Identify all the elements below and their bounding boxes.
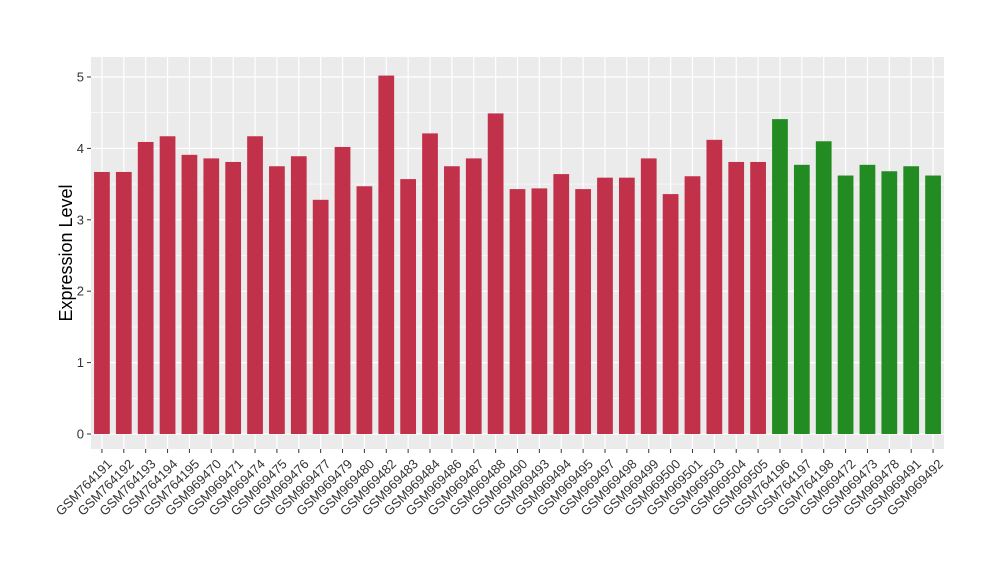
bar-GSM764197 (793, 164, 810, 434)
bar-GSM764198 (815, 141, 832, 434)
bar-GSM969491 (903, 166, 920, 434)
y-axis: 0 1 2 3 4 5 (77, 70, 91, 442)
bar-GSM969499 (640, 158, 657, 434)
bar-GSM764192 (115, 171, 132, 434)
bar-GSM764196 (772, 119, 788, 434)
bar-GSM969470 (203, 158, 220, 434)
y-tick-label: 0 (77, 427, 84, 442)
bar-GSM969503 (706, 139, 723, 434)
bar-GSM969500 (662, 194, 679, 434)
y-tick-label: 4 (77, 141, 84, 156)
bar-GSM969482 (378, 75, 395, 435)
bar-GSM969471 (225, 161, 242, 434)
bar-GSM969497 (597, 177, 613, 434)
y-tick-label: 5 (77, 70, 84, 85)
bar-GSM969484 (422, 133, 438, 434)
bar-GSM969480 (356, 186, 373, 434)
y-tick-label: 1 (77, 355, 84, 370)
bar-GSM969504 (728, 161, 745, 434)
bar-GSM969493 (531, 188, 548, 434)
bar-GSM969492 (925, 175, 941, 435)
bar-GSM969494 (553, 174, 570, 434)
bar-GSM969483 (400, 179, 417, 434)
bar-GSM969488 (487, 113, 504, 434)
bar-GSM969472 (837, 175, 854, 435)
bar-GSM969501 (684, 176, 701, 434)
bar-GSM969473 (859, 164, 876, 434)
bar-GSM764194 (159, 136, 176, 434)
bar-GSM969490 (509, 189, 526, 434)
bar-GSM969479 (334, 146, 351, 435)
y-axis-title: Expression Level (56, 184, 76, 321)
bar-GSM969495 (575, 189, 591, 434)
bar-GSM969476 (290, 156, 307, 434)
bar-GSM969486 (444, 166, 460, 434)
y-tick-label: 3 (77, 212, 84, 227)
x-axis: GSM764191GSM764192GSM764193GSM764194GSM7… (53, 449, 946, 519)
bar-GSM764195 (181, 154, 198, 435)
bar-GSM969487 (465, 158, 482, 434)
bar-GSM969498 (618, 177, 635, 434)
bar-GSM969505 (750, 161, 766, 434)
bar-GSM969478 (881, 171, 898, 435)
bar-GSM764193 (137, 141, 154, 434)
y-tick-label: 2 (77, 284, 84, 299)
bar-GSM969474 (247, 136, 263, 434)
bar-GSM969477 (312, 199, 329, 434)
bars (94, 75, 941, 435)
bar-GSM764191 (94, 171, 110, 434)
bar-GSM969475 (269, 166, 285, 434)
